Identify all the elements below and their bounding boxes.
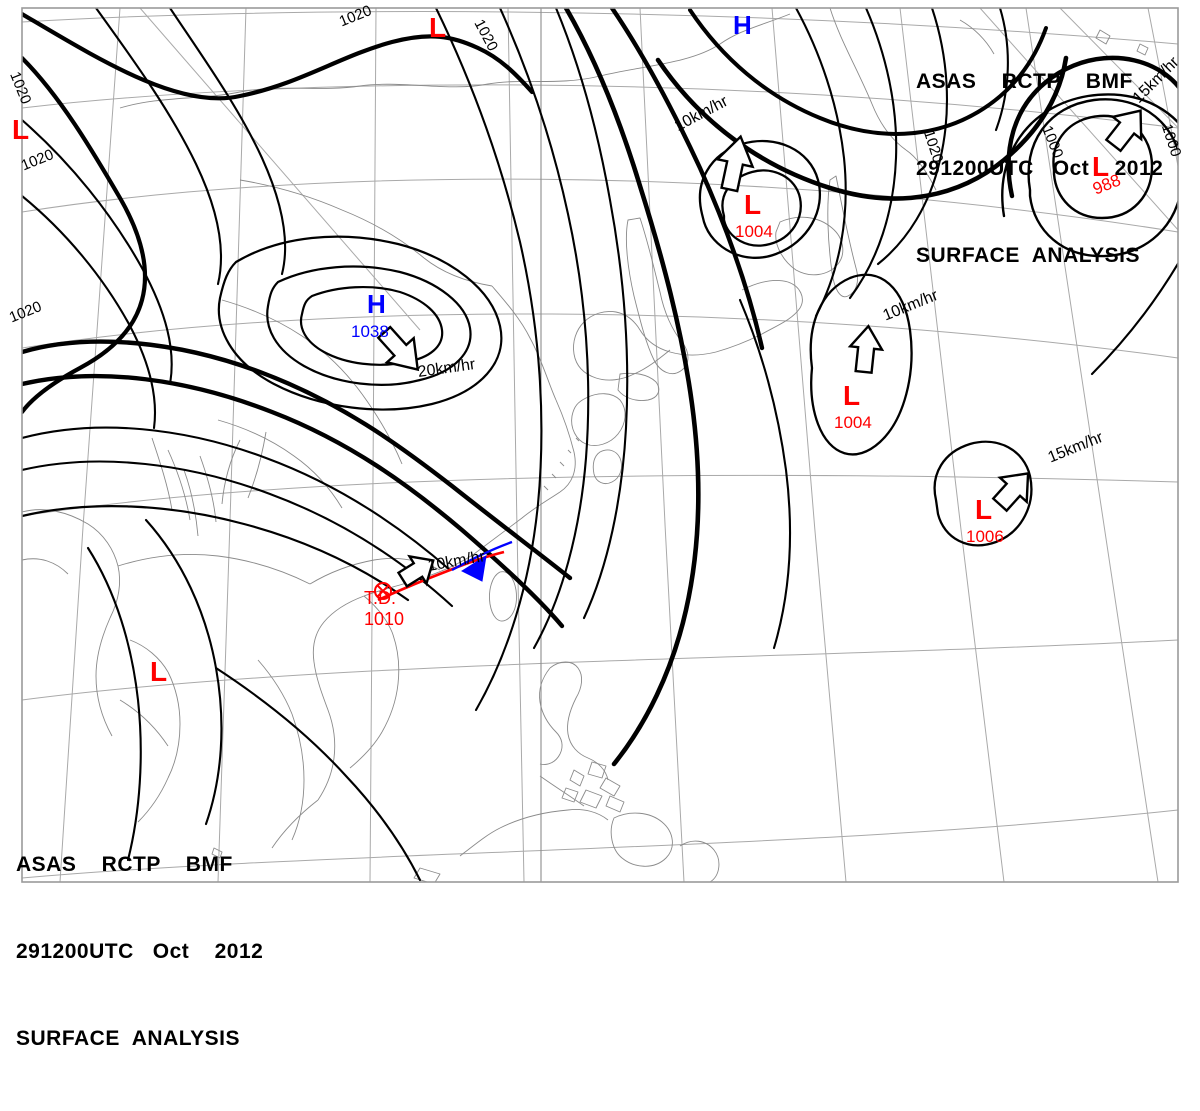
header-bottom-left: ASAS RCTP BMF 291200UTC Oct 2012 SURFACE…	[16, 792, 263, 1111]
low-value-korea: 1004	[735, 222, 773, 241]
warm-front-line	[377, 550, 505, 602]
coastlines	[22, 8, 1149, 882]
header-tr-line1: ASAS RCTP BMF	[916, 70, 1133, 93]
surface-analysis-chart: ASAS RCTP BMF 291200UTC Oct 2012 SURFACE…	[6, 2, 1185, 1050]
map-frame	[21, 7, 1179, 883]
cold-front-line	[451, 540, 513, 572]
motion-arrow-korea-low	[714, 134, 755, 193]
header-top-right: ASAS RCTP BMF 291200UTC Oct 2012 SURFACE…	[916, 9, 1163, 328]
low-value-pacific-a: 1004	[834, 413, 872, 432]
tropical-depression-symbol	[374, 582, 392, 600]
cold-front-barb	[460, 554, 487, 582]
low-value-pacific-b: 1006	[966, 527, 1004, 546]
header-tr-line3: SURFACE ANALYSIS	[916, 244, 1140, 267]
motion-arrows	[376, 109, 1143, 588]
td-designation: T.D.	[364, 588, 397, 608]
high-center-1038: H	[367, 289, 386, 319]
motion-arrow-pacific-low-a	[847, 324, 885, 375]
low-center-bay-bengal: L	[150, 656, 168, 687]
map-canvas	[21, 7, 1179, 883]
header-bl-line3: SURFACE ANALYSIS	[16, 1027, 240, 1050]
td-designation-label: T.D. 1010	[364, 588, 404, 630]
motion-arrow-deep-low	[1104, 109, 1143, 153]
low-center-pacific-b: L	[975, 494, 993, 525]
high-value-1038: 1038	[351, 322, 389, 341]
motion-arrow-td	[396, 554, 435, 588]
td-pressure: 1010	[364, 609, 405, 629]
high-center-top: H	[733, 10, 752, 40]
motion-arrow-high-1038	[376, 325, 420, 372]
header-bl-line2: 291200UTC Oct 2012	[16, 940, 264, 963]
header-tr-line2: 291200UTC Oct 2012	[916, 157, 1164, 180]
low-center-deep-ne: L	[1092, 151, 1110, 182]
low-center-korea: L	[744, 189, 762, 220]
low-center-pacific-a: L	[843, 380, 861, 411]
motion-arrow-pacific-low-b	[991, 471, 1030, 513]
low-center-top-left: L	[429, 12, 447, 43]
low-center-left-edge: L	[12, 114, 30, 145]
fronts	[377, 540, 513, 602]
header-bl-line1: ASAS RCTP BMF	[16, 853, 233, 876]
